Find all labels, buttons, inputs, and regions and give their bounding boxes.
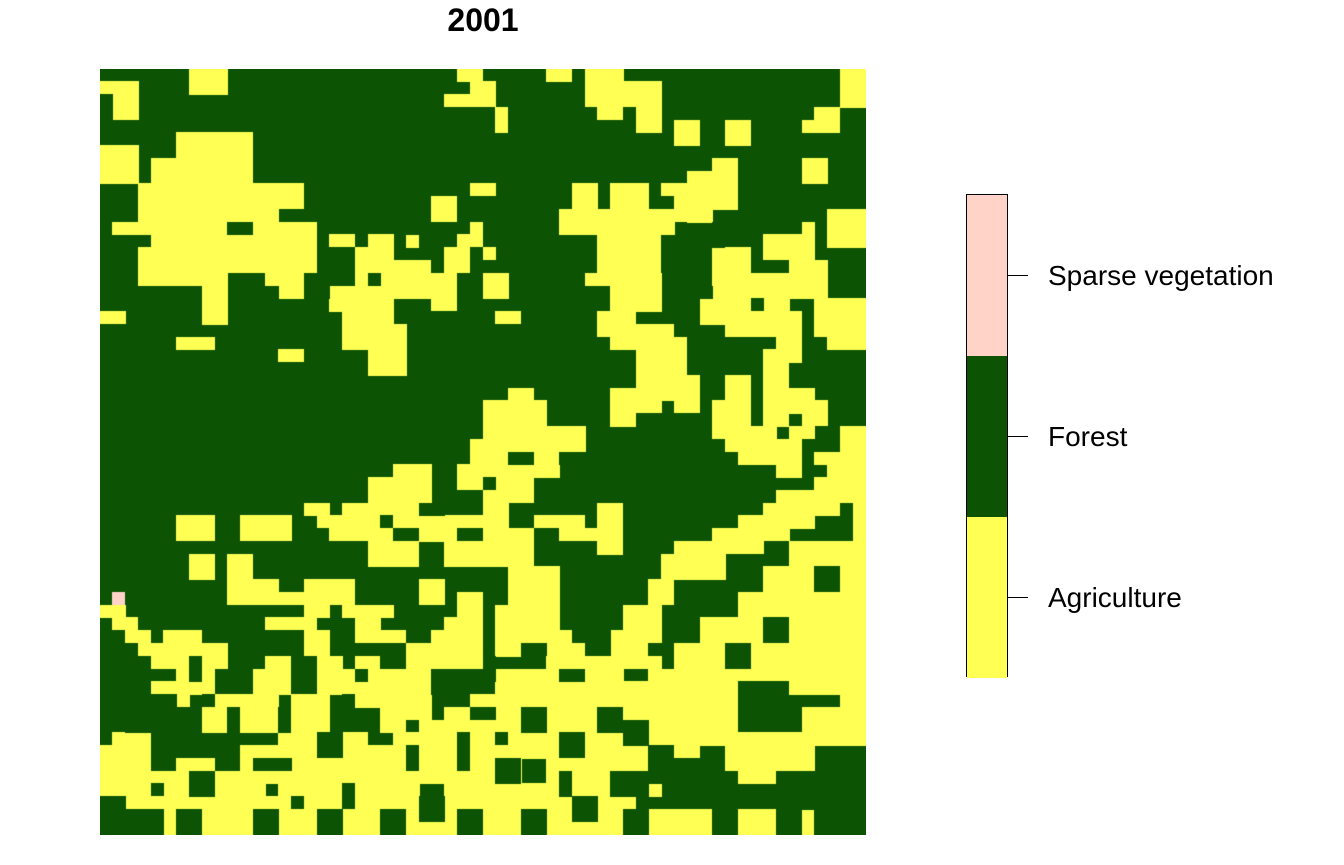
legend-swatch-agriculture [967, 517, 1007, 678]
legend-tick-sparse-vegetation [1008, 275, 1028, 276]
legend-tick-agriculture [1008, 597, 1028, 598]
legend-label-sparse-vegetation: Sparse vegetation [1048, 260, 1274, 291]
legend-tick-forest [1008, 436, 1028, 437]
legend-label-forest: Forest [1048, 421, 1128, 452]
legend-swatch-forest [967, 356, 1007, 517]
map-title: 2001 [447, 2, 519, 38]
legend-color-bar [966, 194, 1008, 678]
legend-swatch-sparse-vegetation [967, 195, 1007, 356]
land-cover-raster-map [100, 69, 866, 835]
legend-label-agriculture: Agriculture [1048, 582, 1182, 613]
